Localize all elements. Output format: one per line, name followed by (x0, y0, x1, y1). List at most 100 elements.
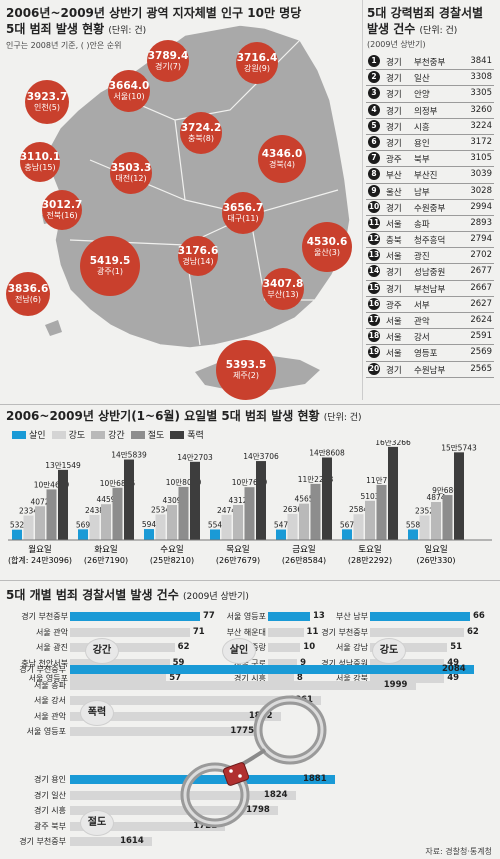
ranking-city: 서울 (386, 252, 402, 263)
bubble-region: 경북(4) (268, 160, 296, 169)
bubble-region: 대전(12) (115, 174, 147, 183)
ranking-value: 3105 (470, 153, 492, 164)
bar (268, 627, 304, 637)
rank-number: 12 (368, 233, 380, 246)
bar-절도 (178, 486, 189, 540)
bubble-daegu: 3656.7 대구(11) (222, 192, 264, 234)
bar-강간 (167, 505, 177, 540)
category-label: 일요일 (424, 545, 447, 555)
weekday-legend: 살인 강도 강간 절도 폭력 (12, 428, 204, 441)
ranking-district: 영등포 (414, 349, 438, 360)
bar-label: 경기 성남중원 (321, 658, 368, 668)
bar (70, 821, 226, 831)
ranking-city: 광주 (386, 300, 402, 311)
legend-label: 강도 (68, 431, 86, 441)
bar-강도 (353, 514, 364, 540)
ranking-row: 5 경기 시흥 3224 (366, 119, 494, 135)
bar-value: 10 (303, 642, 316, 652)
bar-value-label: 10만8070 (166, 478, 202, 487)
bar-value-label: 4309 (162, 496, 181, 505)
ranking-value: 2794 (470, 234, 492, 245)
bubble-value: 4346.0 (261, 148, 303, 160)
bubble-daejeon: 3503.3 대전(12) (110, 152, 152, 194)
bar-살인 (408, 529, 418, 540)
bar-강도 (89, 514, 100, 540)
bar-살인 (144, 529, 154, 540)
bar-value: 1614 (120, 836, 144, 846)
ranking-district: 관악 (414, 317, 430, 327)
bar-절도 (376, 484, 387, 540)
bar (370, 674, 445, 683)
bubble-region: 울산(3) (313, 248, 341, 257)
legend-item: 강간 (91, 428, 125, 441)
bar-label: 경기 부천중부 (19, 837, 66, 846)
ranking-city: 서울 (386, 219, 402, 230)
bar-폭력 (58, 469, 68, 540)
bar-살인 (210, 529, 220, 540)
ranking-district: 용인 (414, 138, 430, 149)
islands-west (30, 212, 62, 336)
bubble-region: 경남(14) (182, 257, 214, 266)
ranking-value: 3224 (470, 120, 492, 131)
bubble-region: 부산(13) (267, 290, 299, 299)
ranking-list: 1 경기 부천중부 3841 2 경기 일산 3308 3 경기 안양 3305 4 경기 의정부 3260 5… (366, 54, 494, 378)
bar-value: 1798 (246, 805, 270, 815)
handcuffs-icon (180, 695, 327, 828)
ranking-city: 부산 (386, 171, 402, 182)
ranking-city: 서울 (386, 333, 402, 344)
category-total: (26만330) (416, 556, 455, 565)
ranking-city: 경기 (386, 203, 402, 214)
legend-swatch (170, 430, 185, 439)
ranking-district: 안양 (414, 90, 430, 101)
crime-tag: 폭력 (80, 700, 114, 726)
bar-절도 (310, 483, 321, 540)
category-total: (합계: 24만3096) (8, 555, 72, 565)
bar-label: 경기 일산 (34, 790, 66, 800)
bar-value-label: 14만2703 (177, 453, 213, 462)
bar-value-label: 11만772 (366, 476, 397, 485)
ranking-row: 6 경기 용인 3172 (366, 135, 494, 152)
rank-number: 7 (368, 152, 380, 165)
ranking-city: 서울 (386, 317, 402, 327)
divider (0, 580, 500, 581)
rank-number: 4 (368, 103, 380, 116)
ranking-city: 경기 (386, 122, 402, 133)
bar-label: 서울 영등포 (226, 612, 266, 621)
ranking-row: 19 서울 영등포 2569 (366, 345, 494, 362)
ranking-value: 3172 (470, 136, 492, 147)
weekday-unit: (단위: 건) (323, 413, 362, 423)
category-total: (28만2292) (348, 556, 392, 565)
bar-value-label: 2438 (85, 506, 104, 515)
bubble-jeju: 5393.5 제주(2) (216, 340, 276, 400)
bar-value-label: 5103 (360, 492, 379, 501)
ranking-city: 경기 (386, 138, 402, 149)
bar-value: 77 (203, 611, 215, 621)
ranking-value: 2569 (470, 347, 492, 358)
bar-value-label: 11만2228 (298, 475, 334, 484)
bar-value-label: 9만6803 (432, 486, 463, 495)
bar-강간 (299, 503, 309, 540)
legend-label: 폭력 (187, 431, 204, 441)
bar-강도 (23, 515, 34, 540)
ranking-value: 3028 (470, 185, 492, 196)
bubble-value: 3176.6 (177, 245, 219, 257)
rank-number: 17 (368, 314, 380, 326)
bar-label: 부산 남부 (336, 612, 368, 621)
ranking-district: 의정부 (414, 106, 438, 117)
bar (70, 643, 175, 652)
bar-label: 서울 강남 (336, 643, 368, 652)
bar-value: 8 (296, 673, 303, 683)
bar-value: 66 (473, 611, 485, 621)
bubble-gyeonggi: 3789.4 경기(7) (147, 40, 189, 82)
rank-number: 2 (368, 71, 380, 84)
bubble-value: 3664.0 (108, 80, 150, 92)
legend-swatch (130, 430, 145, 439)
bar (70, 696, 322, 705)
ranking-district: 부산진 (414, 171, 438, 182)
bar-label: 경기 부천중부 (321, 627, 368, 637)
bar-value-label: 2534 (151, 505, 170, 514)
bar-label: 광주 북부 (34, 821, 66, 831)
bar-강도 (419, 515, 430, 540)
bar (370, 612, 470, 621)
